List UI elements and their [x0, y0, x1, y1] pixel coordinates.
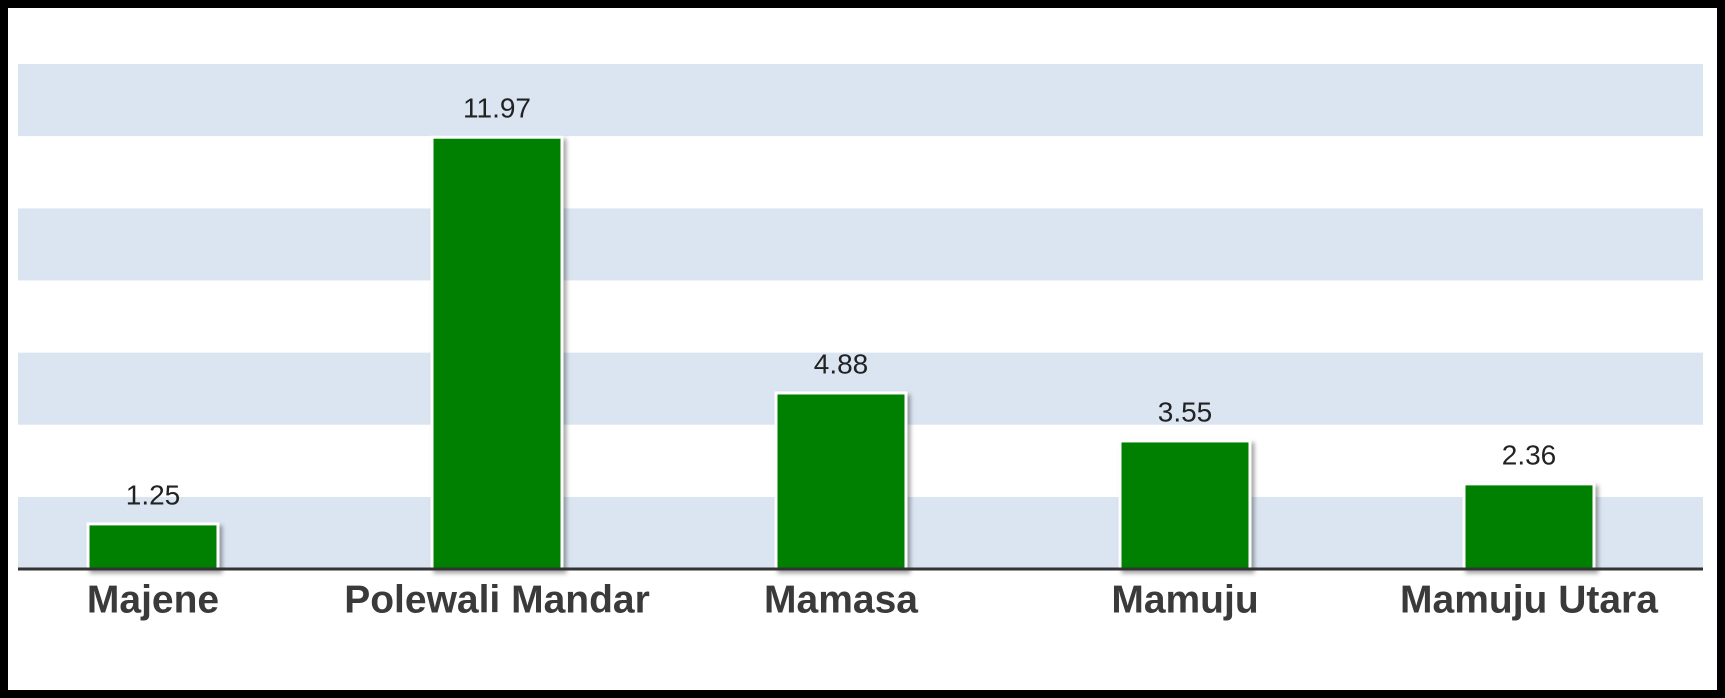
grid-band [18, 64, 1703, 137]
value-label: 4.88 [814, 348, 869, 379]
bar [86, 522, 220, 571]
bar [430, 135, 564, 571]
plot-bands [18, 64, 1703, 569]
value-label: 3.55 [1158, 396, 1213, 427]
value-label: 2.36 [1502, 439, 1557, 470]
x-tick-label: Majene [87, 578, 219, 621]
bar [774, 391, 908, 571]
bar [1118, 439, 1252, 571]
grid-band [18, 208, 1703, 281]
value-label: 11.97 [463, 93, 531, 124]
bar [1462, 482, 1596, 571]
x-tick-label: Polewali Mandar [344, 578, 650, 621]
grid-band [18, 280, 1703, 353]
x-tick-label: Mamasa [764, 578, 918, 621]
x-tick-label: Mamuju [1111, 578, 1258, 621]
value-label: 1.25 [126, 479, 181, 510]
x-tick-label: Mamuju Utara [1400, 578, 1658, 621]
grid-band [18, 136, 1703, 209]
